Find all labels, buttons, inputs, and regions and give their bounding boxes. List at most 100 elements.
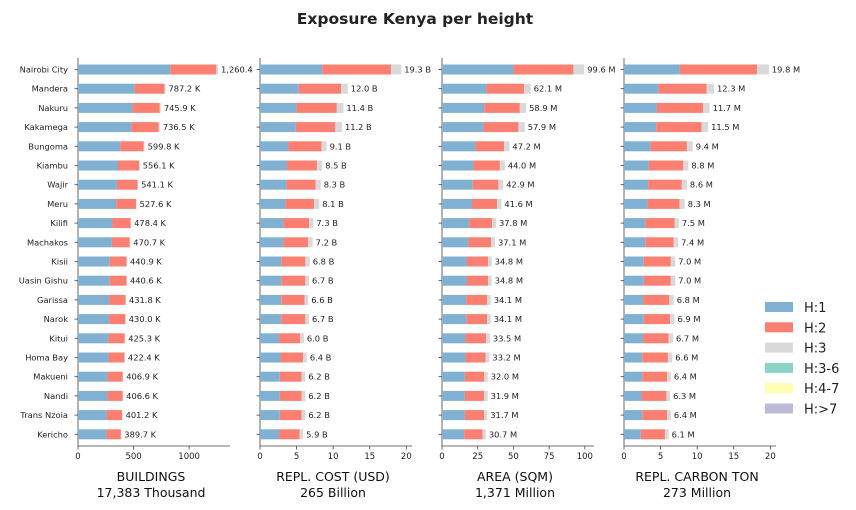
bar-segment-h2 (279, 390, 302, 401)
bar-segment-h1 (442, 198, 472, 209)
bar-segment-h2 (109, 256, 127, 267)
bar-segment-h1 (624, 198, 648, 209)
y-tick-label: Kisii (51, 257, 68, 267)
bar-segment-h2 (109, 314, 126, 325)
legend-label: H:3-6 (804, 362, 839, 377)
bar-segment-h2 (643, 294, 670, 305)
legend-label: H:3 (804, 342, 826, 357)
bar-value-label: 6.1 M (672, 429, 695, 439)
bar-segment-h1 (624, 352, 643, 363)
bar-segment-h3 (673, 237, 679, 248)
bar-segment-h2 (279, 333, 301, 344)
bar-segment-h1 (78, 83, 135, 94)
bar-value-label: 42.9 M (506, 180, 534, 190)
bar-segment-h1 (442, 64, 514, 75)
bar-segment-h1 (624, 237, 646, 248)
panel-2: 0 5 10 15 20 REPL. COST (USD)265 Billion 19.3 … (256, 58, 431, 500)
x-tick-label: 0 (75, 452, 80, 462)
chart-legend: H:1 H:2 H:3 H:3-6 H:4-7 H:>7 (765, 301, 839, 418)
bar-value-label: 32.0 M (491, 372, 519, 382)
x-tick-label: 75 (544, 452, 555, 462)
bar-segment-h1 (442, 218, 470, 229)
x-tick-label: 20 (401, 452, 412, 462)
bar-segment-h3 (216, 64, 218, 75)
bar-value-label: 8.3 B (324, 180, 346, 190)
bar-segment-h1 (624, 141, 651, 152)
legend-swatch (765, 322, 793, 333)
y-tick-label: Kericho (37, 429, 68, 439)
bar-segment-h1 (78, 198, 117, 209)
panel-3: 0 25 50 75 100 AREA (SQM)1,371 Million 99.6 M 6… (438, 58, 616, 500)
bar-value-label: 541.1 K (141, 180, 173, 190)
bar-value-label: 478.4 K (134, 218, 166, 228)
y-tick-label: Garissa (37, 295, 68, 305)
bar-segment-h1 (624, 122, 657, 133)
bar-value-label: 34.1 M (494, 314, 522, 324)
x-tick-label: 5 (294, 452, 299, 462)
bar-segment-h1 (260, 141, 289, 152)
bar-value-label: 44.0 M (508, 161, 536, 171)
bar-segment-h3 (158, 122, 160, 133)
bar-segment-h1 (78, 64, 171, 75)
bar-segment-h2 (464, 429, 483, 440)
bar-value-label: 527.6 K (140, 199, 172, 209)
bar-segment-h1 (624, 390, 642, 401)
bar-segment-h2 (656, 122, 702, 133)
bar-segment-h2 (643, 275, 671, 286)
bar-segment-h2 (475, 141, 505, 152)
bar-value-label: 6.7 B (312, 314, 334, 324)
bar-value-label: 6.8 B (313, 257, 335, 267)
legend-swatch (765, 403, 793, 414)
bar-value-label: 7.4 M (681, 237, 704, 247)
bar-segment-h2 (107, 371, 123, 382)
bar-segment-h1 (442, 314, 467, 325)
bar-segment-h3 (518, 122, 525, 133)
bar-segment-h1 (78, 390, 108, 401)
bar-segment-h1 (260, 102, 297, 113)
x-tick-label: 10 (328, 452, 339, 462)
bar-value-label: 58.9 M (529, 103, 557, 113)
bar-value-label: 99.6 M (587, 65, 615, 75)
x-axis-sublabel: 17,383 Thousand (97, 485, 206, 500)
bar-segment-h1 (624, 371, 643, 382)
bar-segment-h3 (703, 102, 710, 113)
bar-segment-h3 (504, 141, 510, 152)
bar-segment-h2 (642, 371, 668, 382)
bar-value-label: 425.3 K (128, 333, 160, 343)
bar-segment-h2 (112, 218, 131, 229)
bar-segment-h3 (667, 410, 671, 421)
bar-segment-h3 (159, 102, 161, 113)
bar-value-label: 62.1 M (534, 84, 562, 94)
bar-segment-h1 (624, 218, 646, 229)
bar-segment-h2 (118, 160, 140, 171)
bar-segment-h3 (309, 218, 314, 229)
bar-segment-h1 (624, 179, 649, 190)
bar-value-label: 30.7 M (489, 429, 517, 439)
bar-segment-h1 (78, 102, 133, 113)
bar-segment-h3 (491, 237, 495, 248)
bar-segment-h1 (260, 390, 280, 401)
bar-segment-h2 (483, 122, 519, 133)
bar-segment-h1 (442, 429, 465, 440)
bar-segment-h1 (442, 371, 465, 382)
bar-segment-h2 (658, 83, 707, 94)
bar-segment-h3 (341, 83, 348, 94)
bar-segment-h2 (464, 390, 485, 401)
bar-value-label: 6.0 B (307, 333, 329, 343)
bar-segment-h3 (664, 429, 669, 440)
y-tick-label: Mandera (32, 84, 68, 94)
bar-value-label: 11.5 M (711, 122, 739, 132)
bar-segment-h1 (78, 371, 108, 382)
bar-segment-h3 (686, 141, 693, 152)
bar-segment-h1 (260, 64, 323, 75)
y-tick-label: Homa Bay (25, 353, 68, 363)
x-axis-sublabel: 1,371 Million (475, 485, 555, 500)
bar-segment-h2 (170, 64, 217, 75)
bar-segment-h1 (624, 275, 644, 286)
bar-value-label: 6.2 B (308, 372, 330, 382)
bar-segment-h1 (260, 198, 286, 209)
bar-value-label: 736.5 K (163, 122, 195, 132)
